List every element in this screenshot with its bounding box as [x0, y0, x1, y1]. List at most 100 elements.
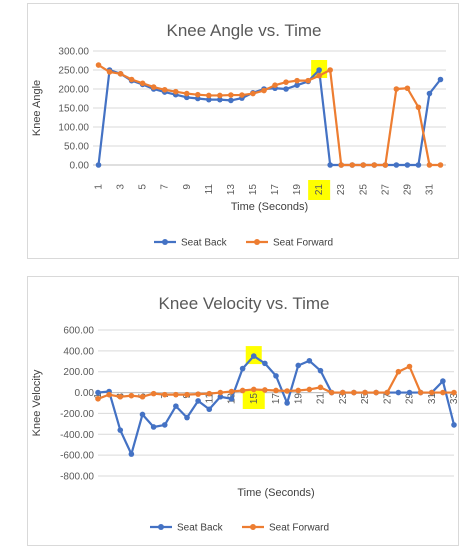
data-point — [283, 86, 289, 92]
x-tick-label: 19 — [292, 184, 303, 196]
data-point — [327, 162, 333, 168]
data-point — [206, 92, 212, 99]
data-point — [128, 451, 135, 457]
x-tick-label: 27 — [380, 184, 391, 196]
legend-swatch-marker — [158, 524, 164, 530]
data-point — [228, 388, 235, 395]
legend-swatch-marker — [250, 524, 256, 530]
series-line — [97, 64, 441, 167]
data-point — [228, 92, 234, 98]
data-point — [417, 389, 424, 396]
data-point — [262, 387, 268, 393]
x-tick-label: 13 — [226, 184, 237, 196]
y-tick-label: -800.00 — [60, 472, 94, 483]
data-point — [150, 84, 157, 90]
highlight-tick-box — [308, 180, 331, 200]
data-point — [117, 427, 124, 433]
data-point — [217, 96, 223, 103]
knee-velocity-chart-panel: Knee Velocity vs. Time -800.00 -600.00 -400… — [27, 276, 460, 546]
x-tick-label: 33 — [449, 393, 460, 405]
y-axis-label: Knee Velocity — [31, 369, 43, 436]
data-point — [404, 162, 411, 168]
data-point — [294, 82, 300, 88]
data-point — [373, 389, 379, 396]
x-axis-label: Time (Seconds) — [237, 487, 314, 499]
x-tick-label: 21 — [316, 393, 327, 405]
data-point — [262, 360, 268, 367]
y-tick-label: 200.00 — [63, 367, 94, 378]
x-tick-label: 1 — [93, 393, 104, 399]
knee-angle-chart-panel: Knee Angle vs. Time 0.00 50.00 100.00 150.00… — [27, 3, 459, 259]
chart-title: Knee Velocity vs. Time — [158, 294, 329, 313]
data-point — [195, 391, 201, 397]
data-point — [404, 85, 411, 92]
data-point — [440, 378, 446, 384]
data-point — [295, 387, 302, 394]
data-point — [183, 90, 190, 97]
y-tick-label: -600.00 — [60, 451, 94, 462]
data-point — [406, 389, 413, 396]
y-tick-label: 0.00 — [70, 161, 90, 172]
data-point — [305, 77, 311, 84]
legend-label: Seat Back — [181, 238, 228, 249]
data-point — [250, 90, 256, 97]
data-point — [239, 387, 246, 394]
data-point — [161, 86, 168, 93]
data-point — [338, 162, 345, 168]
y-tick-label: -200.00 — [60, 409, 94, 420]
data-point — [440, 389, 446, 396]
y-tick-label: -400.00 — [60, 430, 94, 441]
x-tick-label: 1 — [94, 184, 105, 190]
data-point — [283, 79, 289, 85]
data-point — [139, 393, 146, 400]
x-tick-label: 19 — [293, 393, 304, 405]
data-point — [393, 162, 400, 168]
data-point — [349, 162, 356, 168]
y-tick-label: 50.00 — [64, 142, 89, 153]
x-tick-label: 25 — [358, 184, 369, 196]
data-point — [161, 391, 168, 398]
data-point — [106, 391, 112, 398]
x-tick-label: 15 — [249, 393, 260, 405]
data-point — [239, 92, 245, 98]
data-point — [128, 392, 135, 399]
data-point — [95, 389, 101, 396]
x-tick-label: 31 — [424, 184, 435, 196]
data-point — [317, 367, 324, 374]
data-point — [428, 389, 435, 396]
data-point — [451, 422, 457, 428]
data-point — [273, 387, 279, 394]
data-point — [128, 76, 135, 83]
x-tick-label: 5 — [138, 184, 149, 190]
data-point — [451, 389, 457, 396]
legend-label: Seat Forward — [269, 523, 329, 534]
y-tick-label: 400.00 — [63, 346, 94, 357]
data-point — [261, 87, 267, 94]
x-tick-label: 21 — [314, 184, 325, 196]
series-line — [97, 68, 442, 167]
y-tick-label: 150.00 — [58, 104, 89, 115]
data-point — [139, 411, 146, 418]
x-tick-label: 11 — [204, 393, 215, 404]
data-point — [306, 386, 313, 393]
data-point — [426, 90, 433, 97]
data-point — [284, 388, 290, 394]
data-point — [172, 88, 179, 95]
data-point — [161, 422, 168, 428]
data-point — [173, 403, 179, 409]
x-tick-label: 27 — [382, 393, 393, 405]
x-tick-label: 7 — [160, 184, 171, 190]
y-tick-label: 250.00 — [58, 66, 89, 77]
x-tick-label: 15 — [248, 184, 259, 196]
data-point — [206, 390, 213, 397]
data-point — [95, 396, 101, 402]
x-tick-label: 3 — [116, 184, 127, 190]
x-tick-label: 23 — [336, 184, 347, 196]
data-point — [239, 365, 246, 372]
data-point — [206, 406, 213, 413]
y-tick-label: 200.00 — [58, 85, 89, 96]
knee-velocity-chart: Knee Velocity vs. Time -800.00 -600.00 -400… — [31, 294, 460, 534]
y-axis-label: Knee Angle — [31, 80, 43, 136]
x-tick-label: 29 — [405, 393, 416, 405]
data-point — [437, 162, 444, 168]
